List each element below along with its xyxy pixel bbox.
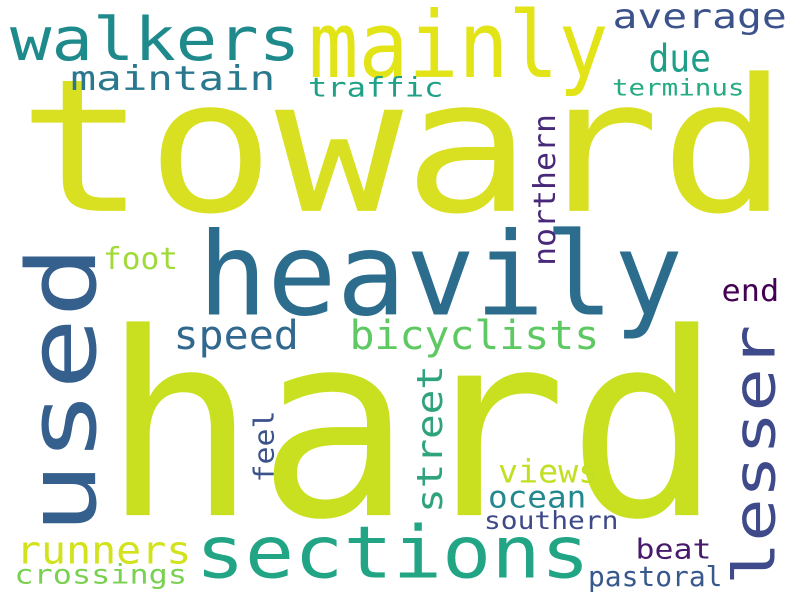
word-foot: foot [102,241,179,277]
word-street: street [408,365,452,513]
word-feel: feel [247,409,281,483]
word-pastoral: pastoral [587,559,723,593]
word-toward: toward [17,39,789,255]
word-end: end [721,273,779,309]
word-bicyclists: bicyclists [349,313,599,360]
word-ocean: ocean [487,479,587,516]
word-lesser: lesser [721,324,789,586]
word-sections: sections [195,511,590,596]
word-southern: southern [483,506,619,535]
word-traffic: traffic [307,71,444,104]
word-mainly: mainly [307,0,608,99]
word-maintain: maintain [70,59,275,99]
word-average: average [611,0,787,37]
word-speed: speed [172,313,299,360]
word-terminus: terminus [611,74,745,101]
word-beat: beat [634,532,712,566]
word-northern: northern [526,114,563,266]
word-crossings: crossings [13,558,187,591]
word-heavily: heavily [198,208,684,343]
word-due: due [647,36,711,82]
word-walkers: walkers [9,4,301,75]
word-used: used [6,245,118,535]
word-runners: runners [15,528,192,574]
word-views: views [497,452,599,491]
word-hard: hard [101,278,723,576]
